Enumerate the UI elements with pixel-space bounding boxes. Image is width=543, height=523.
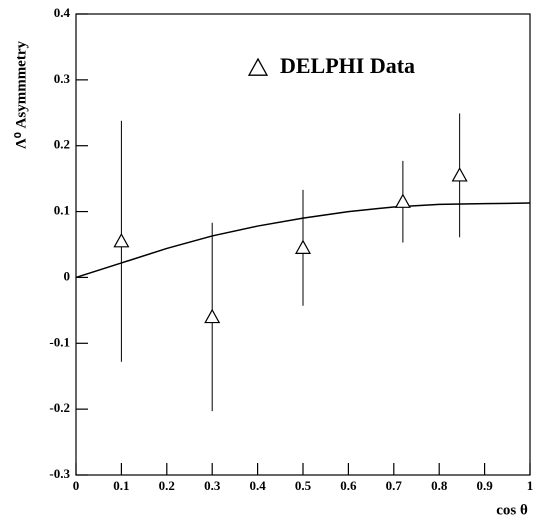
- data-point: [204, 308, 221, 324]
- y-tick-label: -0.1: [49, 334, 70, 349]
- legend-marker: [247, 57, 269, 76]
- x-tick-label: 0.3: [204, 478, 221, 493]
- x-tick-label: 0.2: [159, 478, 175, 493]
- x-tick-label: 0.9: [476, 478, 493, 493]
- data-point: [294, 239, 312, 254]
- data-point: [394, 193, 411, 208]
- x-tick-label: 0.8: [431, 478, 448, 493]
- x-tick-label: 1: [527, 478, 534, 493]
- x-axis-label: cos θ: [496, 502, 528, 518]
- y-tick-label: 0: [64, 268, 71, 283]
- y-tick-label: -0.2: [49, 400, 70, 415]
- data-point: [113, 232, 130, 248]
- x-tick-label: 0.1: [113, 478, 129, 493]
- y-axis-label: Λ⁰ Asymmmetry: [13, 41, 29, 149]
- y-tick-label: 0.3: [54, 71, 71, 86]
- x-tick-label: 0.6: [340, 478, 357, 493]
- legend-label: DELPHI Data: [280, 53, 415, 78]
- data-point: [451, 167, 468, 182]
- y-tick-label: 0.2: [54, 137, 70, 152]
- x-tick-label: 0: [73, 478, 80, 493]
- y-tick-label: -0.3: [49, 466, 70, 481]
- x-tick-label: 0.7: [386, 478, 403, 493]
- x-tick-label: 0.5: [295, 478, 312, 493]
- y-tick-label: 0.4: [54, 5, 71, 20]
- x-tick-label: 0.4: [249, 478, 266, 493]
- y-tick-label: 0.1: [54, 203, 70, 218]
